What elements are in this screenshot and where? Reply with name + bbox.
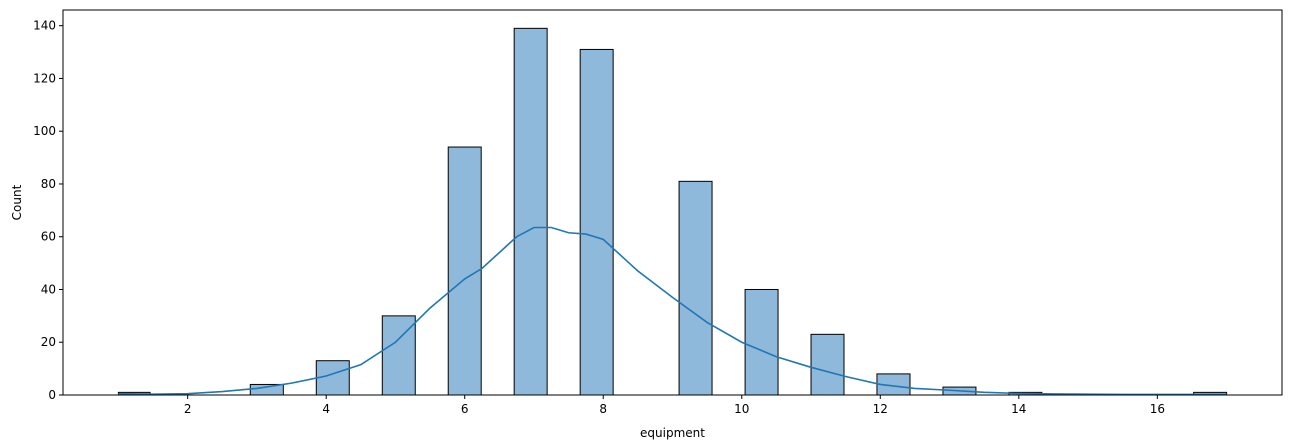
x-tick-label: 8 [599, 402, 607, 416]
x-tick-label: 2 [184, 402, 192, 416]
y-tick-label: 0 [48, 388, 56, 402]
bars-group [117, 27, 1228, 396]
x-tick-label: 6 [461, 402, 469, 416]
y-tick-label: 120 [33, 71, 56, 85]
y-axis-label: Count [10, 184, 24, 220]
y-tick-label: 80 [41, 177, 56, 191]
x-tick-label: 10 [734, 402, 749, 416]
histogram-bar [678, 180, 713, 396]
axes-frame [62, 9, 1283, 396]
histogram-bar [249, 383, 284, 396]
y-tick-label: 20 [41, 335, 56, 349]
kde-curve [118, 226, 1227, 396]
y-tick-label: 40 [41, 282, 56, 296]
histogram-bar [315, 360, 350, 396]
histogram-bar [744, 288, 779, 396]
x-tick-label: 12 [873, 402, 888, 416]
histogram-bar [810, 333, 845, 396]
x-tick-label: 14 [1011, 402, 1026, 416]
histogram-bar [513, 27, 548, 396]
y-tick-label: 100 [33, 124, 56, 138]
x-tick-label: 16 [1150, 402, 1165, 416]
y-tick-label: 60 [41, 230, 56, 244]
x-tick-label: 4 [322, 402, 330, 416]
y-tick-label: 140 [33, 19, 56, 33]
x-axis-label: equipment [640, 426, 705, 440]
x-axis-ticks: 2 4 6 8 10 12 14 16 [184, 395, 1165, 416]
histogram-bar [579, 48, 614, 396]
y-axis-ticks: 0 20 40 60 80 100 120 140 [33, 19, 63, 402]
